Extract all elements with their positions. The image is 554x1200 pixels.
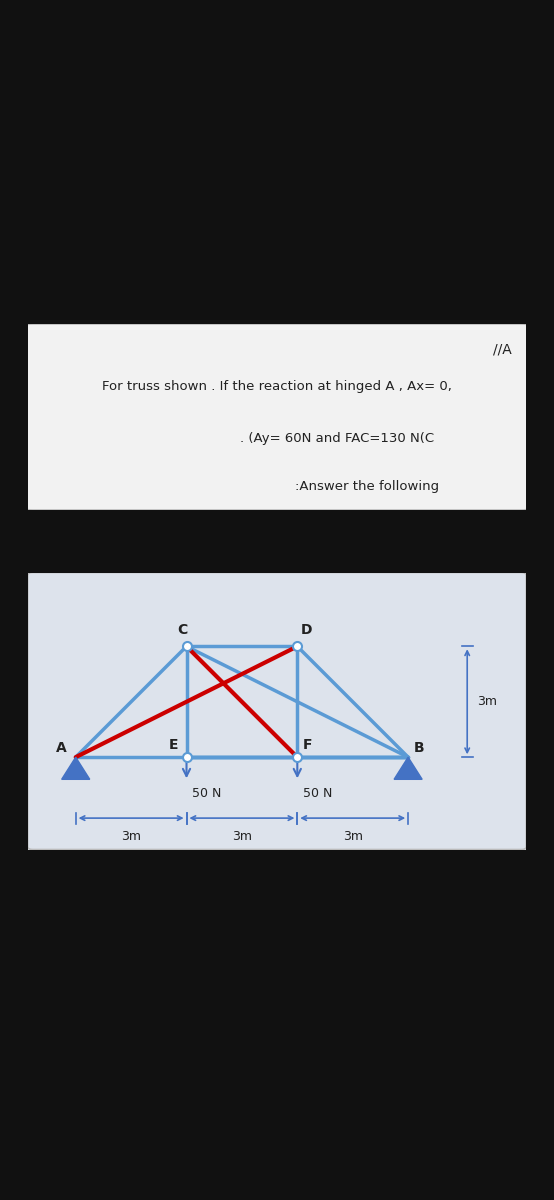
Text: 3m: 3m <box>121 830 141 842</box>
Text: 3m: 3m <box>478 695 497 708</box>
Text: 50 N: 50 N <box>303 787 332 799</box>
Text: For truss shown . If the reaction at hinged A , Ax= 0,: For truss shown . If the reaction at hin… <box>102 379 452 392</box>
Text: B: B <box>414 742 424 755</box>
Text: 3m: 3m <box>232 830 252 842</box>
Text: F: F <box>303 738 312 751</box>
Text: . (Ay= 60N and FAC=130 N(C: . (Ay= 60N and FAC=130 N(C <box>240 432 434 445</box>
Text: 50 N: 50 N <box>192 787 222 799</box>
FancyBboxPatch shape <box>23 324 531 510</box>
Text: //A: //A <box>493 343 511 356</box>
Text: C: C <box>178 623 188 637</box>
Text: D: D <box>301 623 312 637</box>
Text: 3m: 3m <box>343 830 363 842</box>
Text: A: A <box>55 742 66 755</box>
Polygon shape <box>394 757 422 779</box>
Polygon shape <box>61 757 90 779</box>
Text: :Answer the following: :Answer the following <box>295 480 439 493</box>
Text: E: E <box>169 738 178 751</box>
